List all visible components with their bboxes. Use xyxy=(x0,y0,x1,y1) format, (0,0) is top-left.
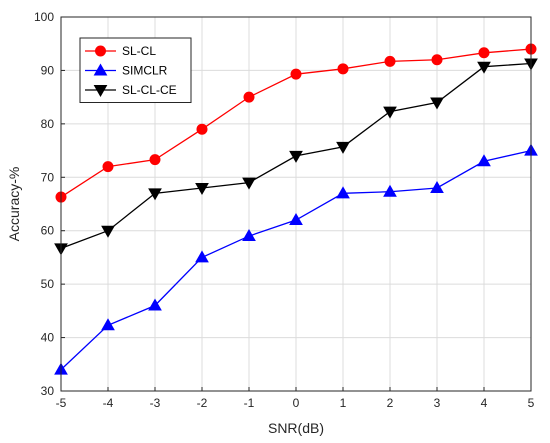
data-point-sl-cl-ce xyxy=(430,97,444,110)
x-tick-label: -3 xyxy=(150,396,161,410)
y-tick-label: 50 xyxy=(41,277,55,291)
legend-label-simclr: SIMCLR xyxy=(122,64,168,78)
legend-label-sl-cl-ce: SL-CL-CE xyxy=(122,83,177,97)
y-axis-ticks: 30 40 50 60 70 80 90 100 xyxy=(34,10,65,398)
data-point-simclr xyxy=(195,250,209,263)
data-point-sl-cl-ce xyxy=(289,150,303,163)
x-tick-label: -5 xyxy=(56,396,67,410)
data-point-simclr xyxy=(148,298,162,311)
data-point-sl-cl xyxy=(196,123,208,135)
x-tick-label: 4 xyxy=(481,396,488,410)
y-tick-label: 100 xyxy=(34,10,54,24)
data-point-simclr xyxy=(383,184,397,197)
x-tick-label: 3 xyxy=(434,396,441,410)
x-tick-label: 5 xyxy=(528,396,535,410)
y-tick-label: 90 xyxy=(41,63,55,77)
data-point-sl-cl xyxy=(290,68,302,80)
data-point-simclr xyxy=(242,229,256,242)
legend-marker-sl-cl-ce xyxy=(93,85,108,98)
y-axis-label: Accuracy-% xyxy=(6,167,22,242)
data-point-sl-cl-ce xyxy=(101,225,115,238)
x-axis-ticks: -5 -4 -3 -2 -1 0 1 2 3 4 5 xyxy=(56,387,535,410)
x-tick-label: 0 xyxy=(293,396,300,410)
x-tick-label: -1 xyxy=(244,396,255,410)
data-point-sl-cl-ce xyxy=(383,106,397,119)
data-point-sl-cl-ce xyxy=(336,141,350,154)
x-tick-label: 2 xyxy=(387,396,394,410)
legend-label-sl-cl: SL-CL xyxy=(122,44,156,58)
data-point-sl-cl xyxy=(149,154,161,166)
legend-marker-sl-cl xyxy=(95,45,106,57)
data-point-sl-cl xyxy=(431,54,443,66)
series-markers xyxy=(54,43,538,375)
x-axis-label: SNR(dB) xyxy=(268,420,324,436)
x-tick-label: -4 xyxy=(103,396,114,410)
x-tick-label: 1 xyxy=(340,396,347,410)
y-tick-label: 40 xyxy=(41,331,55,345)
data-point-sl-cl xyxy=(478,47,490,59)
data-point-sl-cl xyxy=(337,63,349,75)
x-tick-label: -2 xyxy=(197,396,208,410)
legend-marker-simclr xyxy=(93,63,108,76)
data-point-simclr xyxy=(430,180,444,193)
data-point-sl-cl-ce xyxy=(148,188,162,201)
data-point-sl-cl-ce xyxy=(477,61,491,74)
data-point-simclr xyxy=(101,318,115,331)
data-point-simclr xyxy=(289,213,303,226)
y-tick-label: 70 xyxy=(41,170,55,184)
data-point-sl-cl-ce xyxy=(195,182,209,195)
data-point-sl-cl xyxy=(384,55,396,67)
data-point-simclr xyxy=(477,154,491,167)
data-point-sl-cl xyxy=(102,161,114,173)
y-tick-label: 80 xyxy=(41,117,55,131)
legend: SL-CL SIMCLR SL-CL-CE xyxy=(79,37,192,103)
data-point-sl-cl-ce xyxy=(242,177,256,190)
y-tick-label: 60 xyxy=(41,224,55,238)
data-point-sl-cl xyxy=(243,91,255,103)
y-tick-label: 30 xyxy=(41,384,55,398)
data-point-simclr xyxy=(336,186,350,199)
